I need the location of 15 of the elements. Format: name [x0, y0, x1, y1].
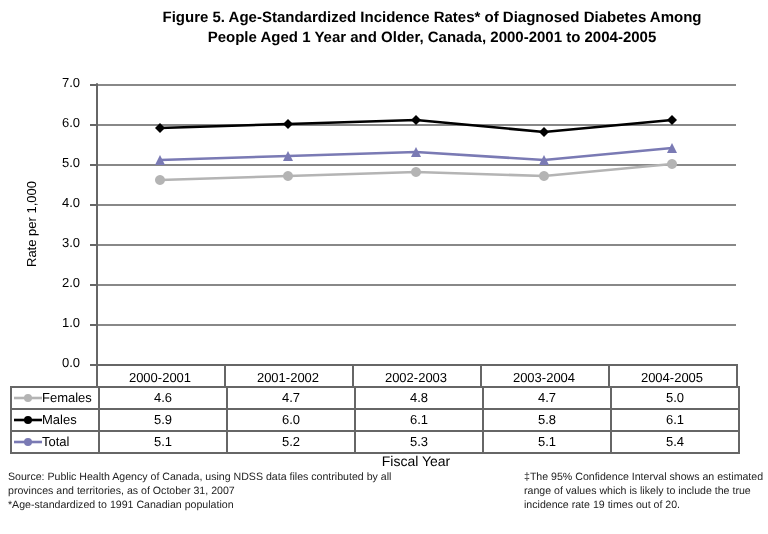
- point: [155, 123, 165, 133]
- point: [411, 167, 421, 177]
- point: [155, 155, 165, 165]
- point: [411, 147, 421, 157]
- point: [155, 175, 165, 185]
- point: [539, 127, 549, 137]
- point: [411, 115, 421, 125]
- point: [667, 143, 677, 153]
- point: [283, 151, 293, 161]
- point: [283, 119, 293, 129]
- point: [667, 159, 677, 169]
- point: [539, 155, 549, 165]
- point: [283, 171, 293, 181]
- point: [539, 171, 549, 181]
- point: [667, 115, 677, 125]
